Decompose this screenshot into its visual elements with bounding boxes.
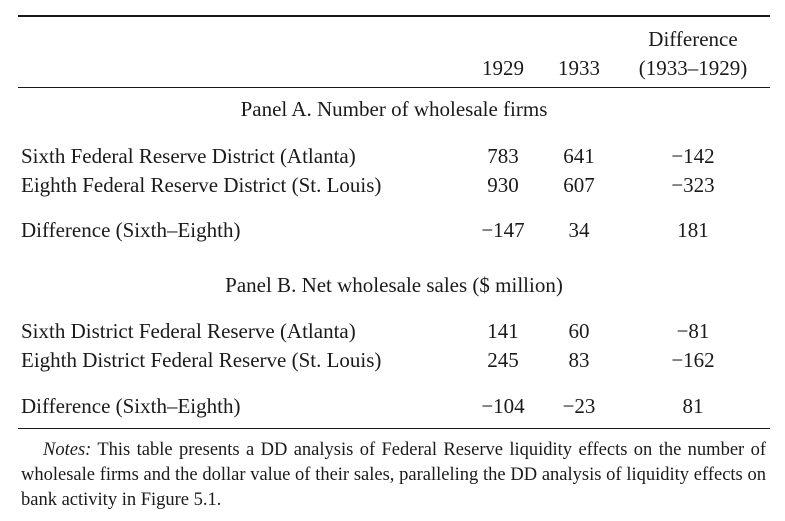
col-header-1933: 1933 [558,56,600,80]
notes-text: This table presents a DD analysis of Fed… [21,440,766,510]
value-1933: 34 [568,218,590,242]
value-difference: −162 [671,348,715,372]
value-1929: −104 [481,394,525,418]
col-header-difference: Difference [648,27,738,51]
row-label: Eighth District Federal Reserve (St. Lou… [21,348,382,372]
header-rule [18,87,770,88]
value-difference: 81 [682,394,704,418]
top-rule [18,15,770,17]
value-1933: 641 [563,144,595,168]
value-1929: −147 [481,218,525,242]
row-label: Difference (Sixth–Eighth) [21,394,241,418]
row-label: Sixth Federal Reserve District (Atlanta) [21,144,356,168]
panel-a-title: Panel A. Number of wholesale firms [240,97,548,121]
value-difference: −142 [671,144,715,168]
value-1933: 83 [568,348,590,372]
row-label: Difference (Sixth–Eighth) [21,218,241,242]
bottom-rule [18,428,770,429]
value-1933: 607 [563,173,595,197]
value-difference: −81 [676,319,710,343]
row-label: Sixth District Federal Reserve (Atlanta) [21,319,356,343]
panel-b-title: Panel B. Net wholesale sales ($ million) [225,273,563,297]
value-1929: 141 [487,319,519,343]
value-1929: 245 [487,348,519,372]
notes-lead: Notes: [43,440,92,460]
table-notes: Notes: This table presents a DD analysis… [21,438,766,513]
value-1929: 783 [487,144,519,168]
value-1933: 60 [568,319,590,343]
col-header-difference-range: (1933–1929) [638,56,748,80]
value-1933: −23 [562,394,596,418]
col-header-1929: 1929 [482,56,524,80]
row-label: Eighth Federal Reserve District (St. Lou… [21,173,382,197]
value-difference: −323 [671,173,715,197]
value-difference: 181 [677,218,709,242]
value-1929: 930 [487,173,519,197]
